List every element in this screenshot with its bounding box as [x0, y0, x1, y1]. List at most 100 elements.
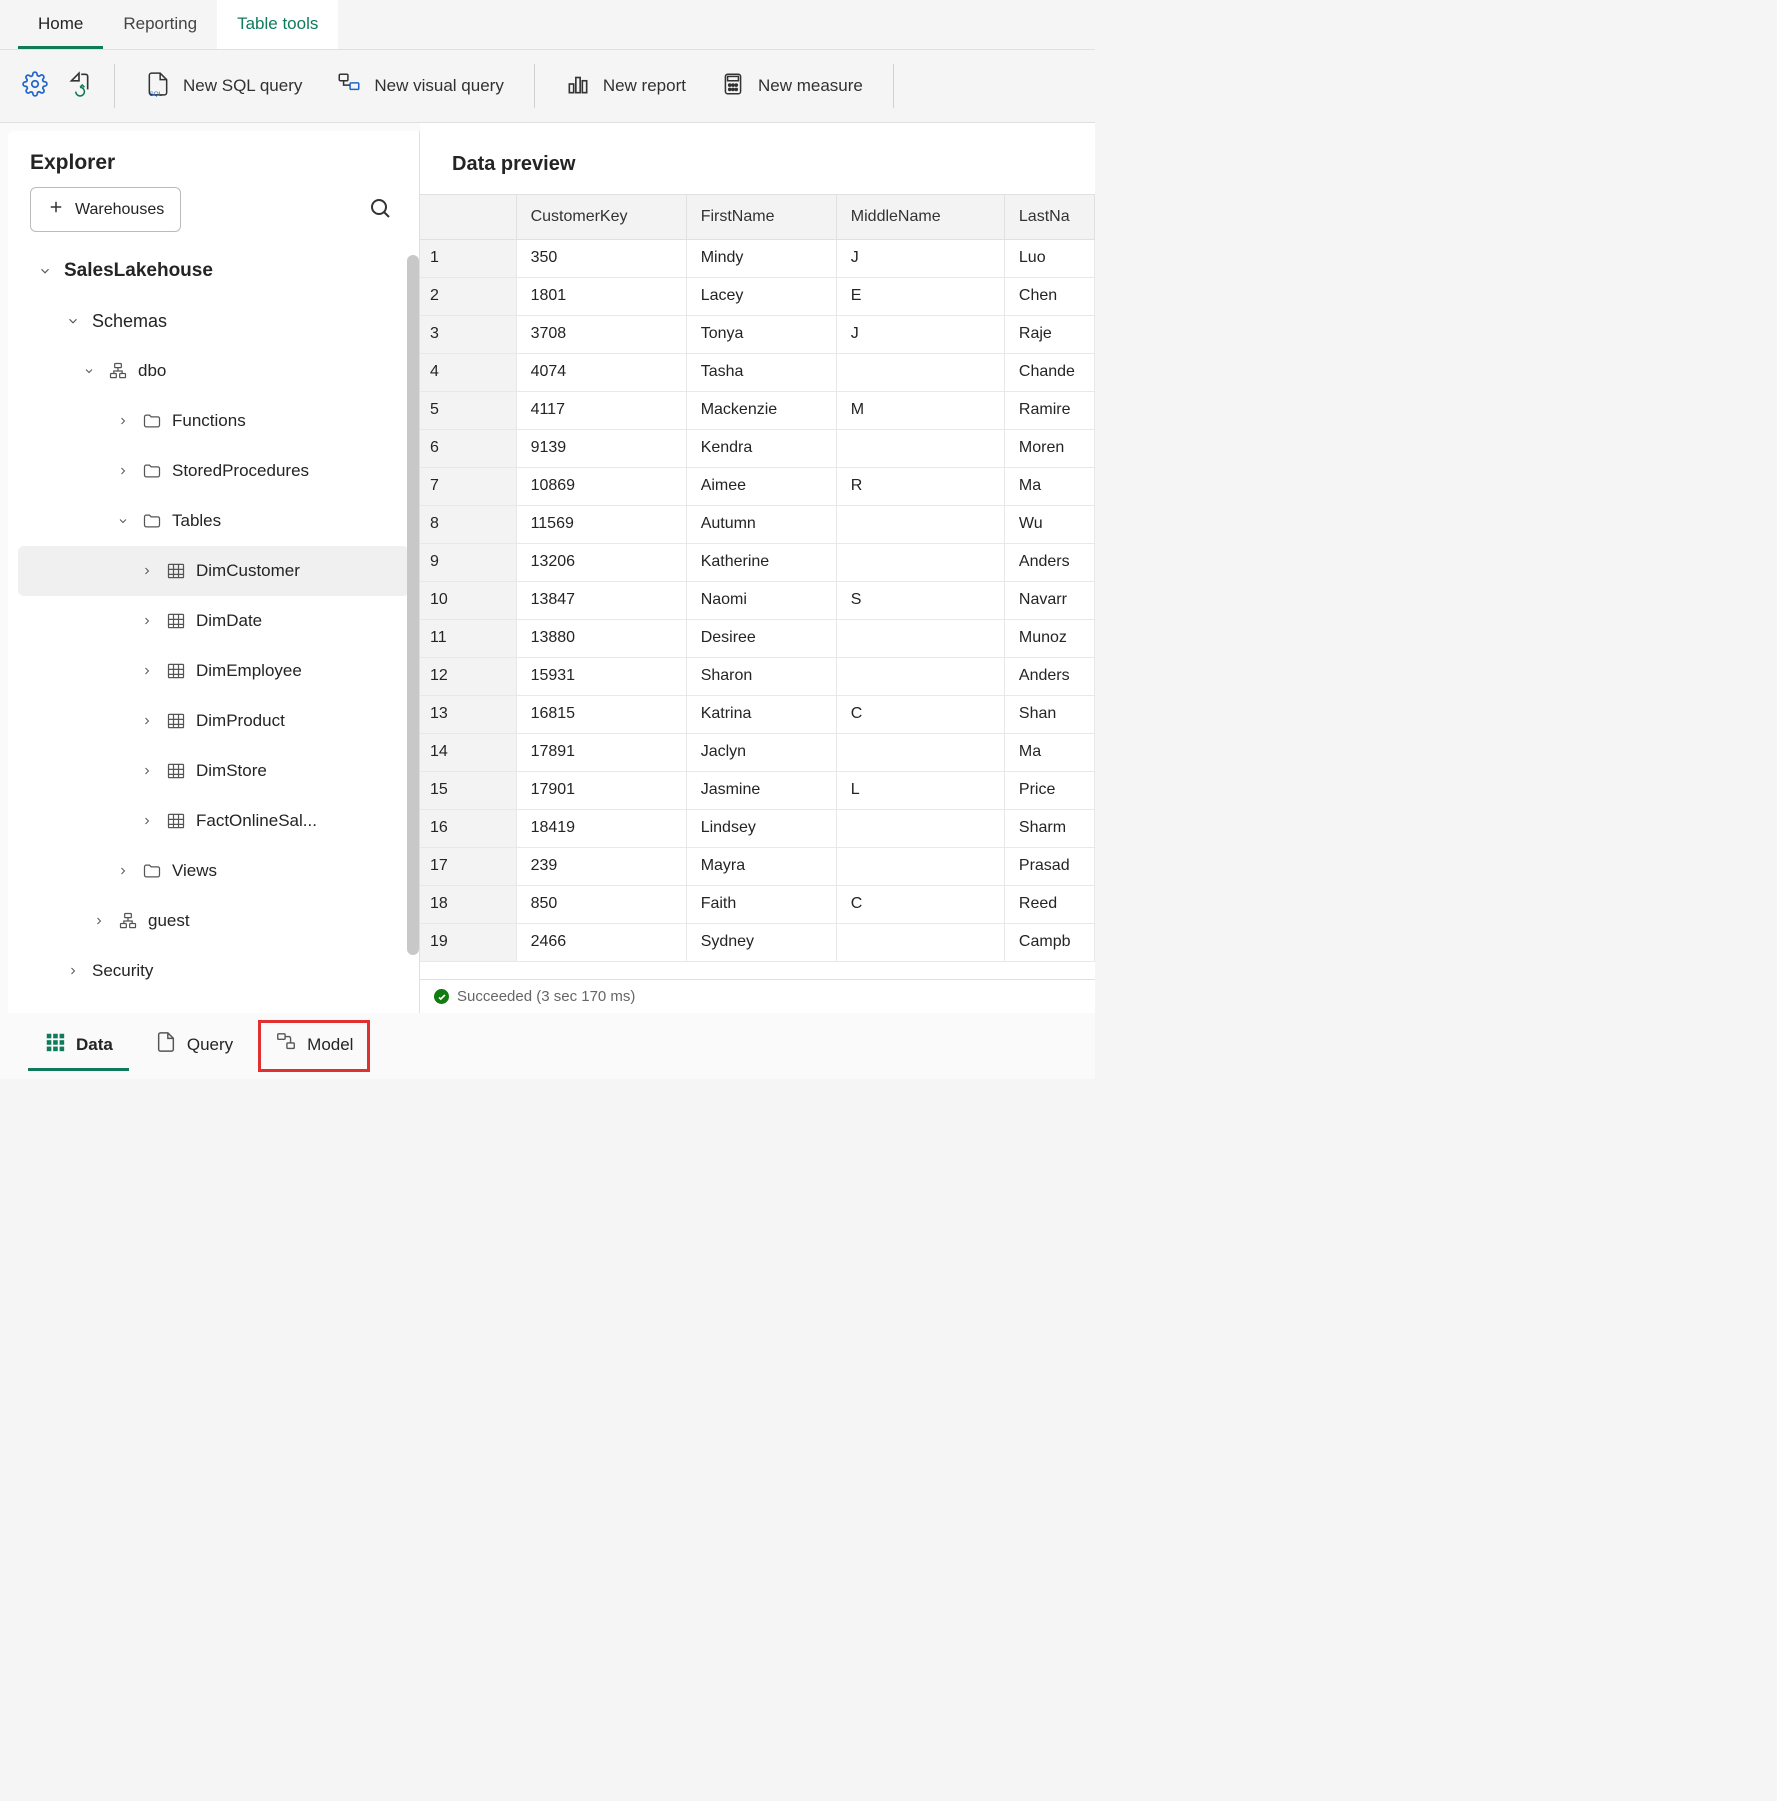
table-row[interactable]: 1618419LindseySharm — [420, 809, 1095, 847]
cell[interactable]: Mackenzie — [686, 391, 836, 429]
cell[interactable]: 13880 — [516, 619, 686, 657]
cell[interactable]: Sydney — [686, 923, 836, 961]
cell[interactable]: C — [836, 885, 1004, 923]
cell[interactable]: Campb — [1004, 923, 1094, 961]
cell[interactable]: Navarr — [1004, 581, 1094, 619]
view-tab-data[interactable]: Data — [28, 1021, 129, 1071]
column-header[interactable]: FirstName — [686, 195, 836, 239]
cell[interactable]: J — [836, 315, 1004, 353]
cell[interactable] — [836, 847, 1004, 885]
cell[interactable]: Raje — [1004, 315, 1094, 353]
tree-schema-guest[interactable]: guest — [8, 896, 419, 946]
cell[interactable]: Sharm — [1004, 809, 1094, 847]
cell[interactable]: R — [836, 467, 1004, 505]
table-row[interactable]: 913206KatherineAnders — [420, 543, 1095, 581]
cell[interactable]: Munoz — [1004, 619, 1094, 657]
table-row[interactable]: 1013847NaomiSNavarr — [420, 581, 1095, 619]
tree-table-dimemployee[interactable]: DimEmployee — [8, 646, 419, 696]
tree-table-dimcustomer[interactable]: DimCustomer — [18, 546, 409, 596]
table-row[interactable]: 21801LaceyEChen — [420, 277, 1095, 315]
cell[interactable]: Sharon — [686, 657, 836, 695]
cell[interactable] — [836, 543, 1004, 581]
cell[interactable]: Chande — [1004, 353, 1094, 391]
cell[interactable]: 1801 — [516, 277, 686, 315]
cell[interactable]: Anders — [1004, 543, 1094, 581]
new-report-button[interactable]: New report — [553, 65, 698, 108]
settings-button[interactable] — [18, 69, 52, 103]
cell[interactable]: 350 — [516, 239, 686, 277]
cell[interactable]: 11569 — [516, 505, 686, 543]
new-visual-query-button[interactable]: New visual query — [324, 65, 515, 108]
cell[interactable]: Faith — [686, 885, 836, 923]
cell[interactable]: Desiree — [686, 619, 836, 657]
cell[interactable] — [836, 619, 1004, 657]
cell[interactable] — [836, 429, 1004, 467]
cell[interactable]: Wu — [1004, 505, 1094, 543]
tree-table-dimdate[interactable]: DimDate — [8, 596, 419, 646]
cell[interactable]: 16815 — [516, 695, 686, 733]
cell[interactable]: L — [836, 771, 1004, 809]
column-header[interactable]: LastNa — [1004, 195, 1094, 239]
table-row[interactable]: 1113880DesireeMunoz — [420, 619, 1095, 657]
table-row[interactable]: 710869AimeeRMa — [420, 467, 1095, 505]
cell[interactable]: Jasmine — [686, 771, 836, 809]
cell[interactable]: Katherine — [686, 543, 836, 581]
column-header[interactable]: MiddleName — [836, 195, 1004, 239]
cell[interactable]: 239 — [516, 847, 686, 885]
cell[interactable]: Tasha — [686, 353, 836, 391]
cell[interactable]: Naomi — [686, 581, 836, 619]
table-row[interactable]: 1316815KatrinaCShan — [420, 695, 1095, 733]
cell[interactable]: Prasad — [1004, 847, 1094, 885]
cell[interactable]: 9139 — [516, 429, 686, 467]
cell[interactable]: Lindsey — [686, 809, 836, 847]
view-tab-model[interactable]: Model — [259, 1021, 369, 1071]
view-tab-query[interactable]: Query — [139, 1021, 249, 1071]
tab-home[interactable]: Home — [18, 0, 103, 49]
cell[interactable]: S — [836, 581, 1004, 619]
cell[interactable] — [836, 733, 1004, 771]
cell[interactable]: Autumn — [686, 505, 836, 543]
table-row[interactable]: 33708TonyaJRaje — [420, 315, 1095, 353]
cell[interactable]: Reed — [1004, 885, 1094, 923]
cell[interactable]: Shan — [1004, 695, 1094, 733]
cell[interactable] — [836, 505, 1004, 543]
cell[interactable]: 18419 — [516, 809, 686, 847]
cell[interactable]: 15931 — [516, 657, 686, 695]
tree-security[interactable]: Security — [8, 946, 419, 996]
tree-table-dimstore[interactable]: DimStore — [8, 746, 419, 796]
table-row[interactable]: 1350MindyJLuo — [420, 239, 1095, 277]
cell[interactable]: 13847 — [516, 581, 686, 619]
table-row[interactable]: 192466SydneyCampb — [420, 923, 1095, 961]
explorer-search-button[interactable] — [363, 193, 397, 227]
cell[interactable]: Mayra — [686, 847, 836, 885]
cell[interactable]: Moren — [1004, 429, 1094, 467]
cell[interactable]: Kendra — [686, 429, 836, 467]
cell[interactable]: E — [836, 277, 1004, 315]
tree-schema-dbo[interactable]: dbo — [8, 346, 419, 396]
cell[interactable]: 4117 — [516, 391, 686, 429]
tree-functions[interactable]: Functions — [8, 396, 419, 446]
cell[interactable] — [836, 809, 1004, 847]
cell[interactable]: 3708 — [516, 315, 686, 353]
tab-table-tools[interactable]: Table tools — [217, 0, 338, 49]
cell[interactable]: C — [836, 695, 1004, 733]
tree-table-dimproduct[interactable]: DimProduct — [8, 696, 419, 746]
table-row[interactable]: 1215931SharonAnders — [420, 657, 1095, 695]
tab-reporting[interactable]: Reporting — [103, 0, 217, 49]
cell[interactable]: 4074 — [516, 353, 686, 391]
cell[interactable]: Anders — [1004, 657, 1094, 695]
cell[interactable]: M — [836, 391, 1004, 429]
cell[interactable]: Lacey — [686, 277, 836, 315]
cell[interactable]: 13206 — [516, 543, 686, 581]
cell[interactable]: Jaclyn — [686, 733, 836, 771]
new-measure-button[interactable]: New measure — [708, 65, 875, 108]
tree-tables[interactable]: Tables — [8, 496, 419, 546]
table-row[interactable]: 1517901JasmineLPrice — [420, 771, 1095, 809]
cell[interactable]: J — [836, 239, 1004, 277]
scrollbar-thumb[interactable] — [407, 255, 419, 955]
cell[interactable]: Price — [1004, 771, 1094, 809]
table-row[interactable]: 811569AutumnWu — [420, 505, 1095, 543]
tree-table-factonlinesales[interactable]: FactOnlineSal... — [8, 796, 419, 846]
cell[interactable]: 850 — [516, 885, 686, 923]
tree-root-saleslakehouse[interactable]: SalesLakehouse — [8, 246, 419, 296]
